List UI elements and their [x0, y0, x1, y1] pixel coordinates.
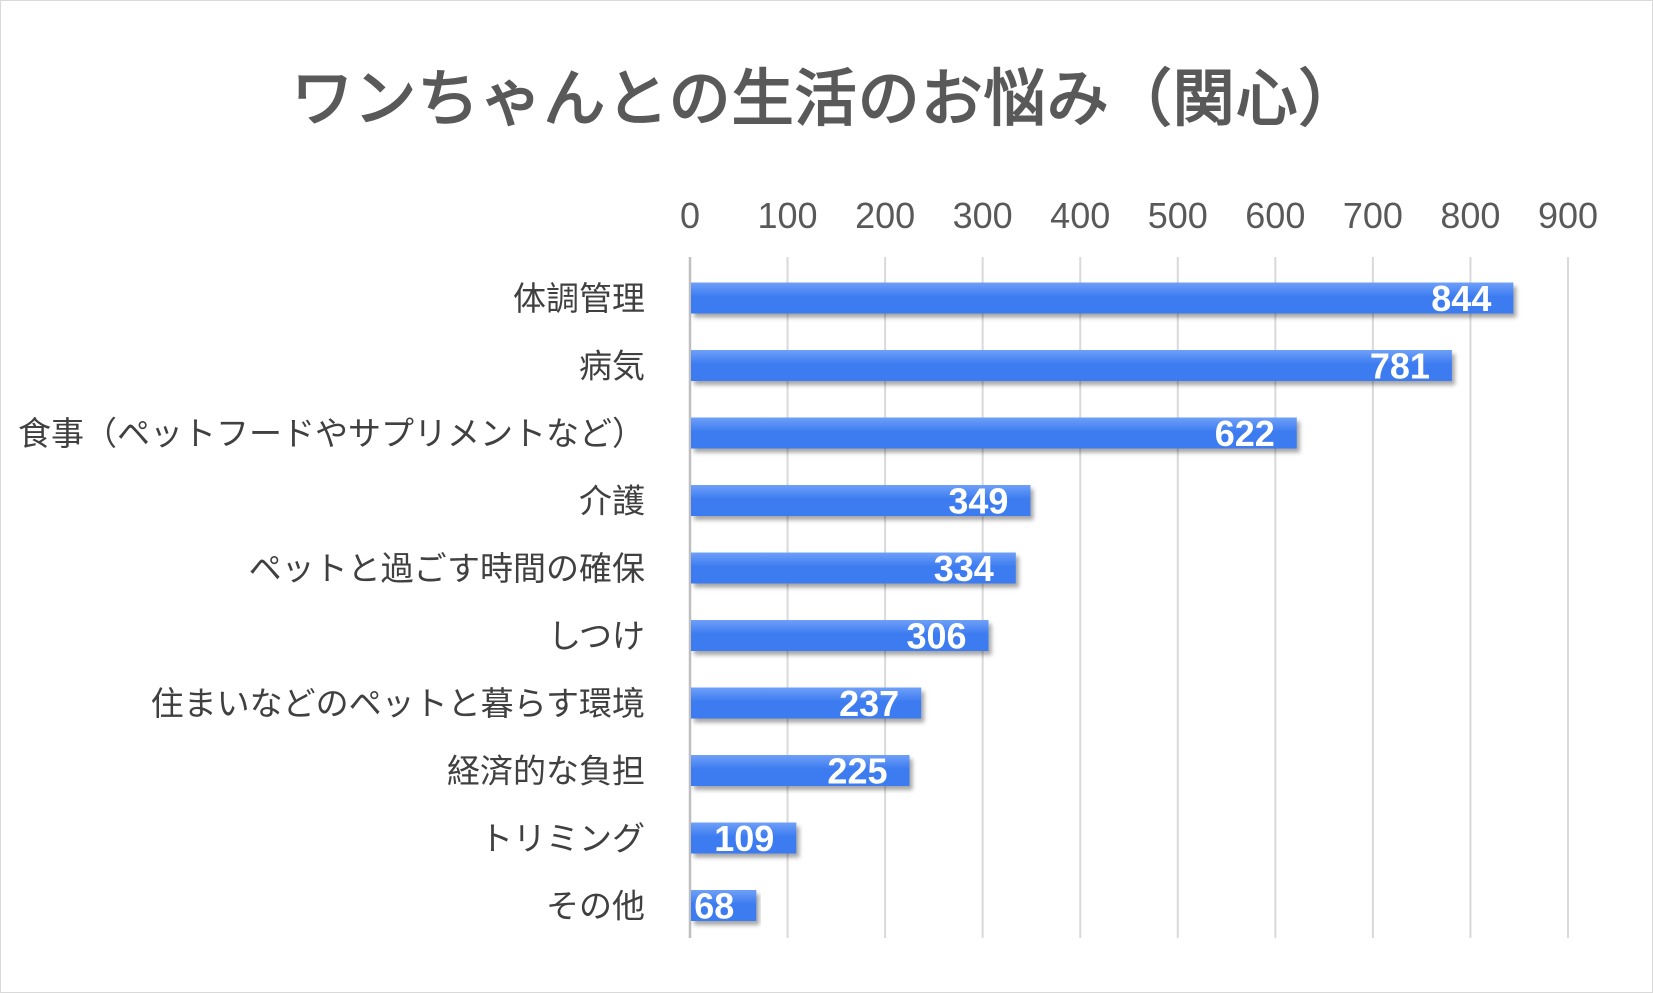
bars: [691, 282, 1514, 921]
category-label: 病気: [579, 347, 645, 386]
bar: [691, 485, 1031, 516]
data-label: 306: [906, 616, 966, 657]
bar: [691, 822, 797, 854]
bar: [691, 282, 1514, 314]
x-tick-label: 500: [1148, 195, 1208, 236]
bar: [691, 350, 1452, 381]
category-label: 経済的な負担: [447, 752, 645, 791]
x-tick-label: 200: [855, 195, 915, 236]
data-label: 622: [1215, 413, 1275, 454]
bar: [691, 552, 1016, 584]
x-tick-label: 600: [1245, 195, 1305, 236]
x-tick-label: 800: [1440, 195, 1500, 236]
category-label: 食事（ペットフードやサプリメントなど）: [18, 414, 645, 453]
bar: [691, 620, 989, 651]
x-tick-label: 700: [1343, 195, 1403, 236]
category-label: 体調管理: [513, 279, 645, 318]
data-label: 349: [948, 481, 1008, 522]
bar: [691, 755, 910, 786]
x-axis-ticks: 0 100 200 300 400 500 600 700 800 900: [680, 195, 1598, 236]
data-label: 68: [694, 886, 734, 927]
data-label: 237: [839, 683, 899, 724]
category-label: ペットと過ごす時間の確保: [249, 549, 645, 588]
x-tick-label: 100: [758, 195, 818, 236]
bar: [691, 417, 1297, 449]
data-label: 225: [827, 751, 887, 792]
data-label: 109: [714, 818, 774, 859]
category-label: しつけ: [548, 617, 645, 656]
x-tick-label: 0: [680, 195, 700, 236]
category-label: トリミング: [480, 819, 645, 858]
x-tick-label: 400: [1050, 195, 1110, 236]
data-label: 334: [934, 548, 994, 589]
chart-title: ワンちゃんとの生活のお悩み（関心）: [291, 62, 1362, 135]
x-tick-label: 300: [953, 195, 1013, 236]
category-label: その他: [546, 887, 645, 926]
bar: [691, 687, 922, 719]
data-label: 781: [1370, 346, 1430, 387]
x-tick-label: 900: [1538, 195, 1598, 236]
data-label: 844: [1431, 278, 1491, 319]
bar: [691, 890, 757, 921]
category-label: 介護: [579, 482, 645, 521]
category-label: 住まいなどのペットと暮らす環境: [151, 684, 645, 723]
